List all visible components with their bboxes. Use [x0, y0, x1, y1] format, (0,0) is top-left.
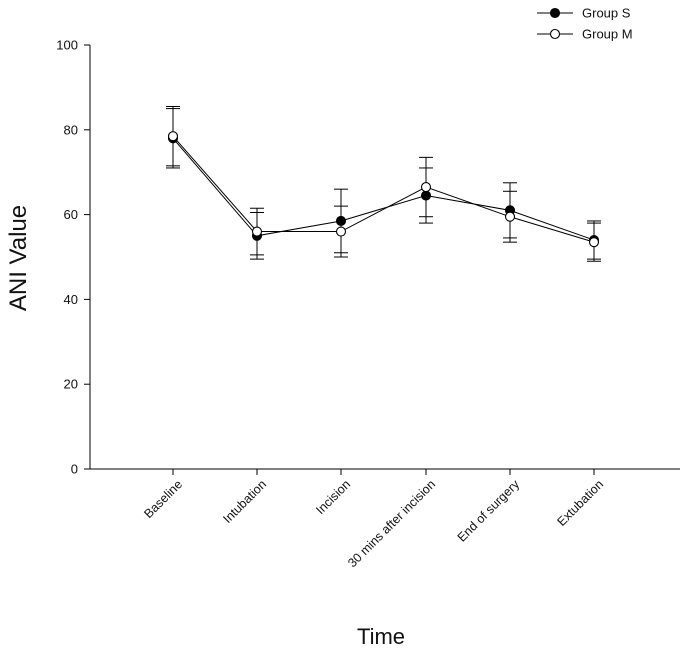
- data-point: [251, 226, 263, 237]
- series-layer: [166, 105, 601, 262]
- data-point: [504, 211, 516, 222]
- x-tick-label: End of surgery: [455, 477, 523, 545]
- series-line: [172, 137, 595, 241]
- legend-marker: [549, 7, 561, 19]
- x-axis-title: Time: [357, 624, 405, 649]
- x-tick-label: Intubation: [220, 477, 269, 526]
- y-tick-label: 80: [64, 122, 78, 137]
- y-axis-title: ANI Value: [5, 205, 32, 311]
- series-group-m: [166, 105, 601, 262]
- legend-label: Group S: [582, 6, 631, 21]
- legend-item: Group M: [537, 27, 633, 42]
- data-point: [588, 237, 600, 248]
- series-line: [172, 135, 595, 243]
- data-point: [420, 181, 432, 193]
- legend-item: Group S: [537, 6, 631, 21]
- y-tick-label: 60: [64, 207, 78, 222]
- legend-marker: [549, 28, 561, 40]
- x-tick-label: Incision: [313, 477, 353, 517]
- data-point: [335, 226, 347, 237]
- legend-label: Group M: [582, 27, 633, 42]
- x-tick-label: 30 mins after incision: [345, 477, 438, 570]
- legend: Group S Group M: [537, 6, 633, 42]
- y-tick-label: 0: [71, 462, 78, 477]
- y-tick-label: 20: [64, 377, 78, 392]
- x-tick-label: Baseline: [141, 477, 185, 521]
- y-tick-label: 100: [56, 38, 78, 53]
- series-group-s: [166, 108, 601, 260]
- data-point: [167, 131, 179, 142]
- axes: 0 20 40 60 80 100 Baseline Intubation Incision30…: [56, 38, 680, 570]
- y-tick-label: 40: [64, 292, 78, 307]
- x-tick-label: Extubation: [554, 477, 606, 529]
